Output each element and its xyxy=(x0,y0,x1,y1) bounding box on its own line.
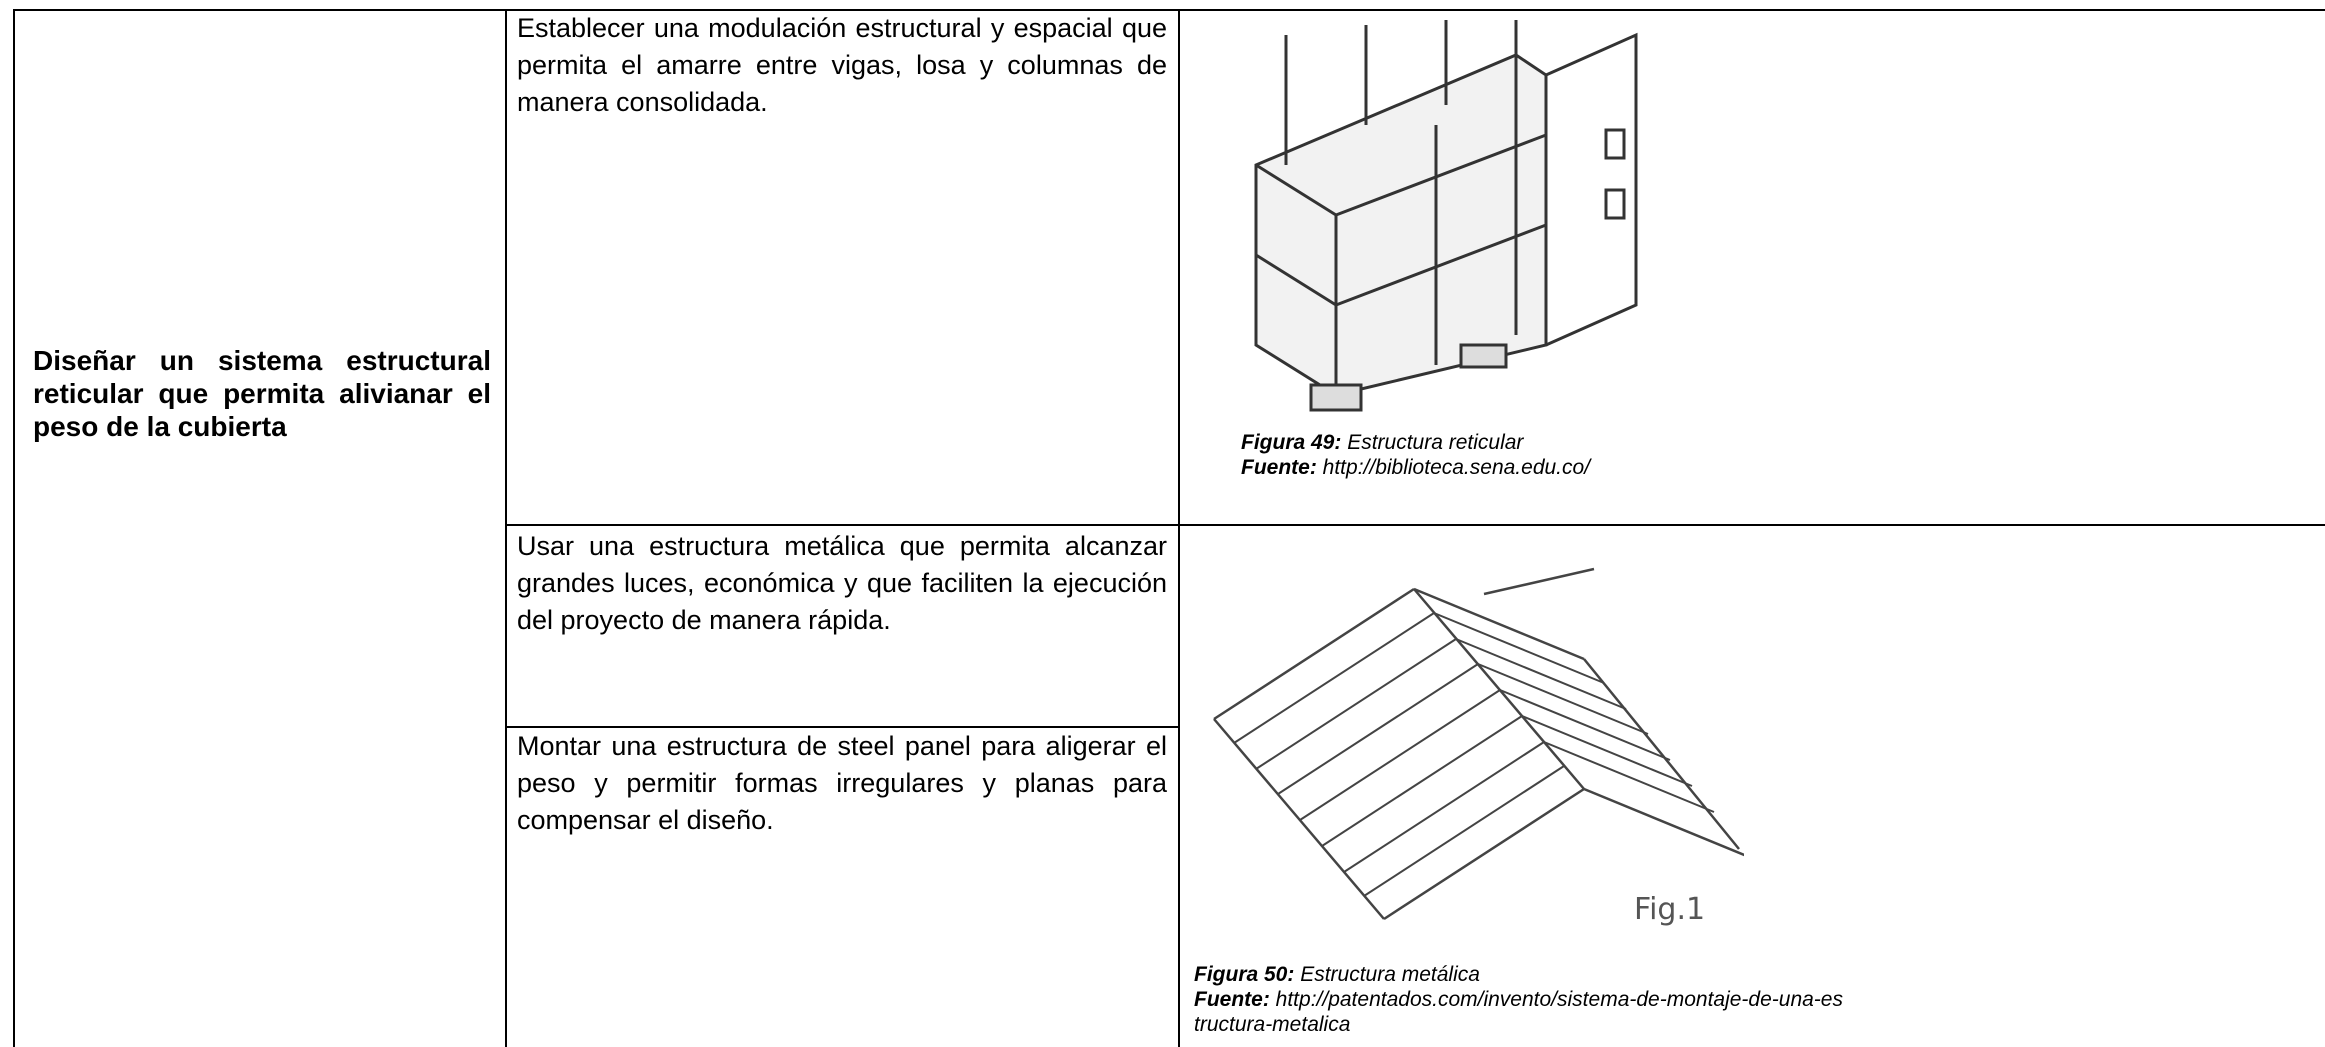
table-border xyxy=(1178,9,1180,1047)
figure-caption: Figura 50: Estructura metálica Fuente: h… xyxy=(1194,962,1844,1037)
source-label: Fuente: xyxy=(1241,456,1317,479)
source-url: http://biblioteca.sena.edu.co/ xyxy=(1322,456,1591,479)
objective: Montar una estructura de steel panel par… xyxy=(517,731,1167,835)
source-label: Fuente: xyxy=(1194,988,1270,1011)
drawing-label: Fig.1 xyxy=(1634,892,1705,927)
row-border xyxy=(505,726,1179,728)
figure-label: Figura 49: xyxy=(1241,431,1342,454)
truss-drawing: Fig.1 xyxy=(1213,567,1744,927)
figure-label: Figura 50: xyxy=(1194,963,1295,986)
figure-title: Estructura reticular xyxy=(1347,431,1524,454)
source-url: http://patentados.com/invento/sistema-de… xyxy=(1194,988,1843,1036)
objective: Establecer una modulación estructural y … xyxy=(517,13,1167,117)
lead-cell: Diseñar un sistema estructural reticular… xyxy=(33,345,491,442)
objective: Usar una estructura metálica que permita… xyxy=(517,531,1167,635)
table-border xyxy=(13,9,15,1047)
building-drawing xyxy=(1254,20,1638,412)
table-border xyxy=(505,9,507,1047)
figure-title: Estructura metálica xyxy=(1300,963,1480,986)
table-border xyxy=(13,9,2325,11)
figure-caption: Figura 49: Estructura reticular Fuente: … xyxy=(1241,430,1590,480)
row-border xyxy=(505,524,2325,526)
